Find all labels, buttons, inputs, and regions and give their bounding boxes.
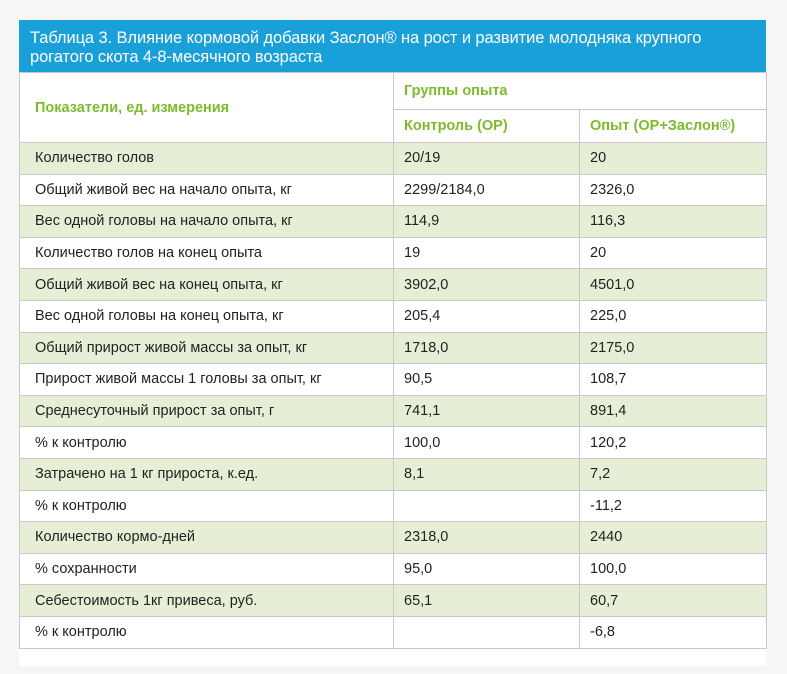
row-control-value: 1718,0: [393, 331, 580, 365]
row-control-value: 114,9: [393, 205, 580, 238]
table-row: Себестоимость 1кг привеса, руб. 65,1 60,…: [19, 584, 767, 617]
row-experiment-value: 225,0: [579, 299, 767, 333]
row-control-value: 65,1: [393, 584, 580, 617]
row-parameter: Прирост живой массы 1 головы за опыт, кг: [19, 363, 394, 396]
table-row: Вес одной головы на начало опыта, кг 114…: [19, 205, 767, 238]
row-experiment-value: 2326,0: [579, 173, 767, 207]
row-parameter: Себестоимость 1кг привеса, руб.: [19, 584, 394, 617]
table-row: Среднесуточный прирост за опыт, г 741,1 …: [19, 394, 767, 428]
row-parameter: % сохранности: [19, 552, 394, 586]
row-experiment-value: -6,8: [579, 615, 767, 649]
row-parameter: Среднесуточный прирост за опыт, г: [19, 394, 394, 428]
row-experiment-value: 4501,0: [579, 268, 767, 301]
row-parameter: % к контролю: [19, 615, 394, 649]
table-row: Количество голов 20/19 20: [19, 142, 767, 175]
row-parameter: Вес одной головы на начало опыта, кг: [19, 205, 394, 238]
row-parameter: % к контролю: [19, 489, 394, 523]
header-experiment: Опыт (ОР+Заслон®): [579, 109, 767, 143]
row-experiment-value: 100,0: [579, 552, 767, 586]
row-experiment-value: 108,7: [579, 363, 767, 396]
row-experiment-value: 60,7: [579, 584, 767, 617]
row-experiment-value: 116,3: [579, 205, 767, 238]
row-control-value: 3902,0: [393, 268, 580, 301]
row-control-value: [393, 615, 580, 649]
row-control-value: 2318,0: [393, 521, 580, 554]
row-control-value: 2299/2184,0: [393, 173, 580, 207]
row-control-value: 95,0: [393, 552, 580, 586]
row-parameter: Количество голов: [19, 142, 394, 175]
table-figure: Таблица 3. Влияние кормовой добавки Засл…: [19, 20, 767, 666]
row-experiment-value: 20: [579, 142, 767, 175]
table-row: Прирост живой массы 1 головы за опыт, кг…: [19, 363, 767, 396]
table-row: Вес одной головы на конец опыта, кг 205,…: [19, 299, 767, 333]
row-experiment-value: 20: [579, 236, 767, 270]
table-row: % к контролю -6,8: [19, 615, 767, 649]
data-table: Показатели, ед. измерения Группы опыта К…: [19, 72, 767, 649]
row-experiment-value: -11,2: [579, 489, 767, 523]
table-row: Общий живой вес на конец опыта, кг 3902,…: [19, 268, 767, 301]
row-control-value: [393, 489, 580, 523]
row-parameter: Общий прирост живой массы за опыт, кг: [19, 331, 394, 365]
row-parameter: Количество кормо-дней: [19, 521, 394, 554]
table-row: Количество голов на конец опыта 19 20: [19, 236, 767, 270]
table-row: Общий живой вес на начало опыта, кг 2299…: [19, 173, 767, 207]
table-row: % к контролю -11,2: [19, 489, 767, 523]
table-title: Таблица 3. Влияние кормовой добавки Засл…: [19, 20, 766, 72]
header-groups: Группы опыта: [393, 72, 767, 110]
table-row: Количество кормо-дней 2318,0 2440: [19, 521, 767, 554]
table-row: Общий прирост живой массы за опыт, кг 17…: [19, 331, 767, 365]
row-experiment-value: 891,4: [579, 394, 767, 428]
row-control-value: 205,4: [393, 299, 580, 333]
row-parameter: Общий живой вес на начало опыта, кг: [19, 173, 394, 207]
table-row: % к контролю 100,0 120,2: [19, 426, 767, 459]
row-control-value: 741,1: [393, 394, 580, 428]
row-control-value: 8,1: [393, 457, 580, 491]
row-control-value: 19: [393, 236, 580, 270]
row-control-value: 20/19: [393, 142, 580, 175]
row-parameter: Количество голов на конец опыта: [19, 236, 394, 270]
row-parameter: Затрачено на 1 кг прироста, к.ед.: [19, 457, 394, 491]
row-experiment-value: 7,2: [579, 457, 767, 491]
table-row: % сохранности 95,0 100,0: [19, 552, 767, 586]
header-parameters: Показатели, ед. измерения: [19, 72, 394, 143]
row-parameter: % к контролю: [19, 426, 394, 459]
row-experiment-value: 120,2: [579, 426, 767, 459]
table-row: Затрачено на 1 кг прироста, к.ед. 8,1 7,…: [19, 457, 767, 491]
row-experiment-value: 2440: [579, 521, 767, 554]
header-control: Контроль (ОР): [393, 109, 580, 143]
row-control-value: 100,0: [393, 426, 580, 459]
row-parameter: Общий живой вес на конец опыта, кг: [19, 268, 394, 301]
row-experiment-value: 2175,0: [579, 331, 767, 365]
row-control-value: 90,5: [393, 363, 580, 396]
row-parameter: Вес одной головы на конец опыта, кг: [19, 299, 394, 333]
